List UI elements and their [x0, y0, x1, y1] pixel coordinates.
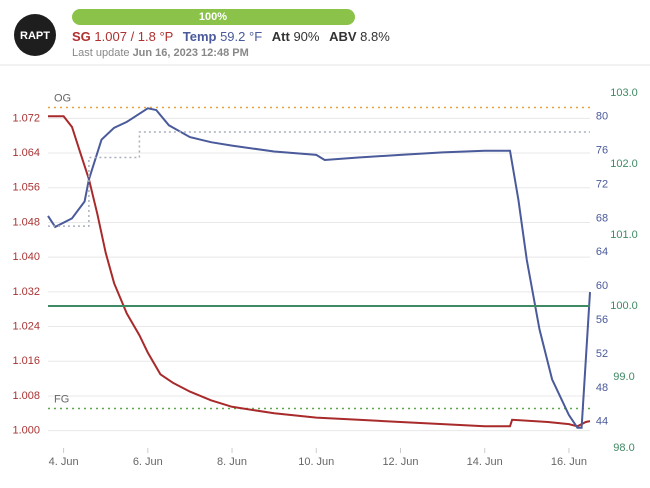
y3-tick-label: 98.0 [613, 442, 634, 454]
y2-tick-label: 44 [596, 416, 608, 428]
x-tick-label: 12. Jun [382, 456, 418, 468]
stat-label: SG [72, 29, 91, 44]
y2-tick-label: 72 [596, 178, 608, 190]
y3-tick-label: 101.0 [610, 229, 638, 241]
x-tick-label: 8. Jun [217, 456, 247, 468]
series-line [47, 107, 591, 429]
y2-tick-label: 64 [596, 246, 608, 258]
reference-label: OG [54, 92, 71, 104]
last-update-label: Last update [72, 47, 130, 59]
series-line [48, 115, 591, 428]
y3-tick-label: 103.0 [610, 87, 638, 99]
x-tick-label: 4. Jun [49, 456, 79, 468]
stat-value: 8.8% [360, 29, 390, 44]
y-tick-label: 1.016 [12, 355, 40, 367]
y-tick-label: 1.040 [12, 251, 40, 263]
y-tick-label: 1.000 [12, 425, 40, 437]
progress-bar [72, 9, 355, 25]
stat-label: ABV [329, 29, 357, 44]
y3-tick-label: 102.0 [610, 158, 638, 170]
y-tick-label: 1.048 [12, 216, 40, 228]
last-update-value: Jun 16, 2023 12:48 PM [133, 47, 249, 59]
progress-text: 100% [199, 11, 227, 23]
y2-tick-label: 68 [596, 212, 608, 224]
y-tick-label: 1.032 [12, 286, 40, 298]
y-tick-label: 1.072 [12, 112, 40, 124]
stat-label: Temp [183, 29, 217, 44]
y2-tick-label: 80 [596, 111, 608, 123]
x-tick-label: 14. Jun [467, 456, 503, 468]
y2-tick-label: 60 [596, 280, 608, 292]
y3-tick-label: 99.0 [613, 371, 634, 383]
y2-tick-label: 52 [596, 348, 608, 360]
stat-value: 1.007 / 1.8 °P [94, 29, 173, 44]
stat-value: 90% [293, 29, 319, 44]
logo-text: RAPT [20, 30, 50, 42]
y3-tick-label: 100.0 [610, 300, 638, 312]
y-tick-label: 1.064 [12, 147, 40, 159]
y2-tick-label: 76 [596, 145, 608, 157]
x-tick-label: 16. Jun [551, 456, 587, 468]
y2-tick-label: 56 [596, 314, 608, 326]
x-tick-label: 10. Jun [298, 456, 334, 468]
y-tick-label: 1.008 [12, 390, 40, 402]
reference-label: FG [54, 393, 69, 405]
stats: SG 1.007 / 1.8 °P Temp 59.2 °F Att 90% A… [72, 29, 390, 44]
y-tick-label: 1.056 [12, 182, 40, 194]
series-line [48, 131, 590, 227]
last-update: Last update Jun 16, 2023 12:48 PM [72, 47, 249, 59]
x-tick-label: 6. Jun [133, 456, 163, 468]
y2-tick-label: 48 [596, 382, 608, 394]
y-tick-label: 1.024 [12, 320, 40, 332]
stat-value: 59.2 °F [220, 29, 262, 44]
logo [14, 14, 56, 56]
stat-label: Att [272, 29, 291, 44]
